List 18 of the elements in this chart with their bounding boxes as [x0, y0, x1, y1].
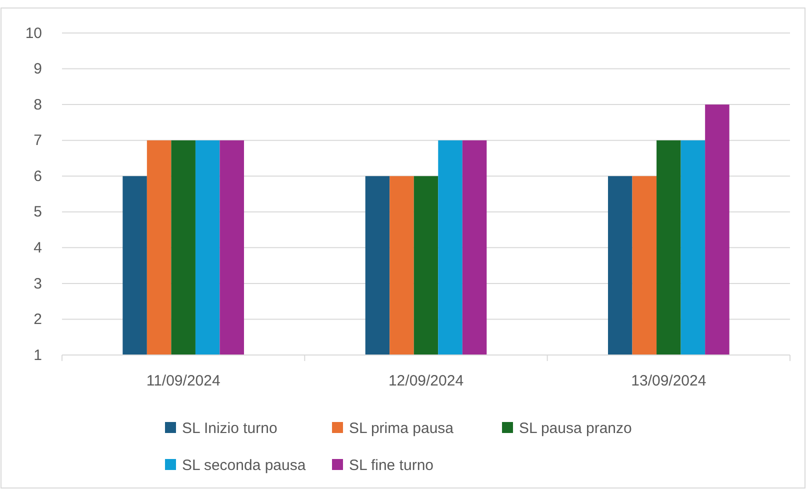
x-tick-label: 13/09/2024: [631, 372, 706, 390]
y-tick-label: 1: [34, 346, 42, 364]
y-tick-label: 8: [34, 96, 42, 114]
legend-label: SL seconda pausa: [182, 457, 306, 474]
y-tick-label: 6: [34, 168, 42, 185]
y-tick-label: 5: [34, 204, 42, 221]
y-tick-label: 7: [34, 132, 42, 150]
y-tick-label: 3: [34, 275, 42, 292]
y-tick-label: 10: [25, 24, 42, 42]
y-tick-label: 9: [34, 60, 42, 78]
legend-label: SL pausa pranzo: [519, 420, 632, 437]
y-tick-label: 2: [34, 311, 42, 328]
x-tick-label: 11/09/2024: [146, 372, 220, 390]
legend-label: SL prima pausa: [349, 420, 454, 437]
x-tick-label: 12/09/2024: [388, 372, 464, 390]
legend-label: SL Inizio turno: [182, 420, 278, 437]
y-tick-label: 4: [34, 239, 42, 256]
legend-label: SL fine turno: [349, 457, 434, 474]
